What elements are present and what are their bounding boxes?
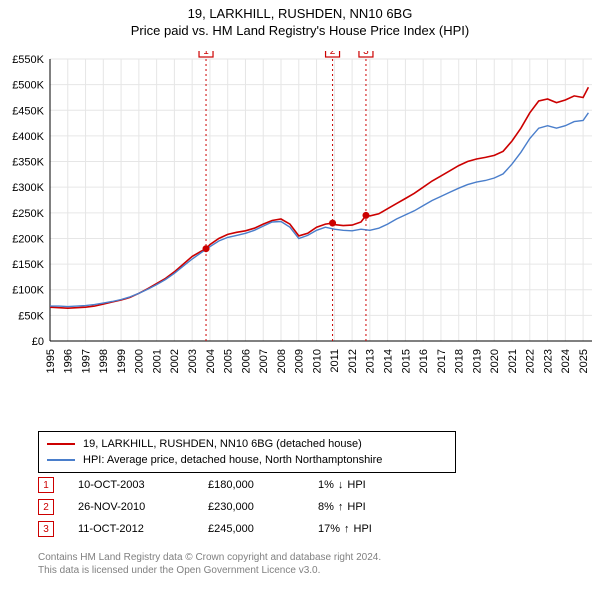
sale-hpi-pct: 17% [318, 523, 340, 535]
svg-text:2023: 2023 [542, 349, 554, 373]
svg-text:2014: 2014 [382, 349, 394, 373]
legend-label: HPI: Average price, detached house, Nort… [83, 454, 382, 466]
svg-text:£50K: £50K [18, 310, 44, 322]
svg-text:2024: 2024 [560, 349, 572, 373]
sale-row: 3 11-OCT-2012£245,00017% ↑ HPI [38, 518, 372, 540]
legend-item: HPI: Average price, detached house, Nort… [47, 452, 447, 468]
sales-table: 110-OCT-2003£180,0001%↓HPI226-NOV-2010£2… [38, 474, 372, 540]
page-subtitle: Price paid vs. HM Land Registry's House … [0, 23, 600, 38]
svg-text:1996: 1996 [63, 349, 75, 373]
svg-text:2000: 2000 [134, 349, 146, 373]
svg-text:1999: 1999 [116, 349, 128, 373]
svg-text:2002: 2002 [169, 349, 181, 373]
sale-marker-icon: 2 [38, 499, 54, 515]
svg-text:2009: 2009 [294, 349, 306, 373]
svg-text:£200K: £200K [12, 233, 44, 245]
arrow-up-icon: ↑ [338, 501, 344, 513]
sale-price: £180,000 [208, 479, 318, 491]
sale-date: 11-OCT-2012 [78, 523, 208, 535]
legend-swatch [47, 443, 75, 445]
footer-line: This data is licensed under the Open Gov… [38, 564, 381, 577]
svg-text:2006: 2006 [240, 349, 252, 373]
sale-hpi-pct: 8% [318, 501, 334, 513]
sale-price: £230,000 [208, 501, 318, 513]
svg-text:2: 2 [330, 51, 336, 57]
sale-row: 2 26-NOV-2010£230,0008% ↑HPI [38, 496, 372, 518]
svg-text:2013: 2013 [365, 349, 377, 373]
svg-text:£300K: £300K [12, 182, 44, 194]
svg-text:2016: 2016 [418, 349, 430, 373]
arrow-down-icon: ↓ [338, 479, 344, 491]
sale-hpi-suffix: HPI [347, 479, 365, 491]
svg-text:2025: 2025 [578, 349, 590, 373]
svg-text:2003: 2003 [187, 349, 199, 373]
svg-text:1997: 1997 [80, 349, 92, 373]
chart-legend: 19, LARKHILL, RUSHDEN, NN10 6BG (detache… [38, 431, 456, 473]
svg-text:2022: 2022 [525, 349, 537, 373]
svg-text:2011: 2011 [329, 349, 341, 373]
svg-text:2018: 2018 [454, 349, 466, 373]
svg-text:2020: 2020 [489, 349, 501, 373]
copyright-footer: Contains HM Land Registry data © Crown c… [38, 551, 381, 577]
svg-text:2021: 2021 [507, 349, 519, 373]
svg-text:1995: 1995 [45, 349, 57, 373]
sale-hpi-delta: 8% ↑HPI [318, 501, 366, 513]
svg-text:£450K: £450K [12, 105, 44, 117]
sale-date: 10-OCT-2003 [78, 479, 208, 491]
svg-text:2001: 2001 [151, 349, 163, 373]
sale-marker-icon: 1 [38, 477, 54, 493]
svg-text:2008: 2008 [276, 349, 288, 373]
svg-text:£500K: £500K [12, 80, 44, 92]
footer-line: Contains HM Land Registry data © Crown c… [38, 551, 381, 564]
sale-date: 26-NOV-2010 [78, 501, 208, 513]
svg-text:£550K: £550K [12, 54, 44, 66]
svg-text:£0: £0 [32, 336, 44, 348]
arrow-up-icon: ↑ [344, 523, 350, 535]
svg-text:£150K: £150K [12, 259, 44, 271]
svg-text:2010: 2010 [311, 349, 323, 373]
sale-row: 1 10-OCT-2003£180,0001% ↓HPI [38, 474, 372, 496]
price-chart: £0 £50K £100K £150K £200K £250K £300K £350K £400… [0, 51, 600, 401]
sale-hpi-suffix: HPI [354, 523, 372, 535]
legend-swatch [47, 459, 75, 461]
legend-item: 19, LARKHILL, RUSHDEN, NN10 6BG (detache… [47, 436, 447, 452]
sale-hpi-delta: 1% ↓HPI [318, 479, 366, 491]
svg-text:2015: 2015 [400, 349, 412, 373]
legend-label: 19, LARKHILL, RUSHDEN, NN10 6BG (detache… [83, 438, 362, 450]
sale-marker-icon: 3 [38, 521, 54, 537]
sale-hpi-suffix: HPI [347, 501, 365, 513]
svg-text:1998: 1998 [98, 349, 110, 373]
page-title: 19, LARKHILL, RUSHDEN, NN10 6BG [0, 6, 600, 21]
svg-text:2017: 2017 [436, 349, 448, 373]
svg-text:2004: 2004 [205, 349, 217, 373]
svg-text:2005: 2005 [223, 349, 235, 373]
svg-text:3: 3 [363, 51, 369, 57]
svg-text:£350K: £350K [12, 157, 44, 169]
svg-text:£400K: £400K [12, 131, 44, 143]
sale-hpi-delta: 17% ↑ HPI [318, 523, 372, 535]
svg-text:2007: 2007 [258, 349, 270, 373]
svg-text:1: 1 [203, 51, 209, 57]
sale-price: £245,000 [208, 523, 318, 535]
svg-text:2019: 2019 [471, 349, 483, 373]
sale-hpi-pct: 1% [318, 479, 334, 491]
svg-text:£250K: £250K [12, 208, 44, 220]
svg-text:£100K: £100K [12, 285, 44, 297]
svg-text:2012: 2012 [347, 349, 359, 373]
